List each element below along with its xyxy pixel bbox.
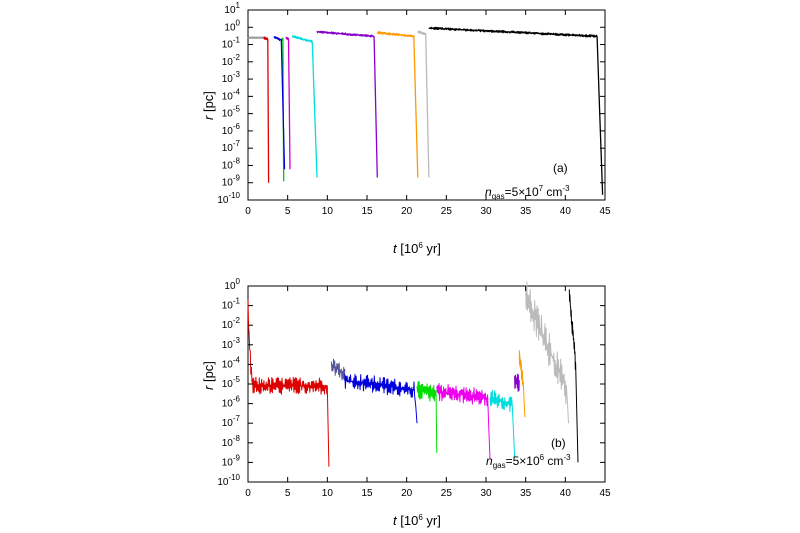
x-tick-label: 35 [520,206,532,217]
series-line [514,373,520,392]
x-tick-label: 15 [361,206,373,217]
y-tick-label: 101 [224,1,240,16]
series-line [291,35,318,178]
series-line [247,299,330,467]
ticks-group-a: 0 5 10 15 20 25 30 35 40 45 101 100 10-1 10-2 10-3 10-4… [217,1,611,217]
gas-density-annotation-a: ngas=5×107 cm-3 [485,184,570,201]
y-tick-label: 10-7 [222,139,241,154]
series-group-a [247,26,604,195]
series-line [525,281,569,424]
x-tick-label: 40 [560,488,572,499]
x-tick-label: 15 [361,488,373,499]
plot-frame-a [247,9,606,201]
gas-density-annotation-b: ngas=5×106 cm-3 [486,453,571,470]
x-tick-label: 35 [520,488,532,499]
series-line [273,36,286,170]
x-tick-label: 25 [441,488,453,499]
y-tick-label: 10-3 [222,336,241,351]
y-tick-label: 10-1 [222,36,241,51]
y-tick-label: 10-10 [217,191,240,206]
y-tick-label: 10-9 [222,174,241,189]
y-axis-title-b: r [pc] [201,361,216,390]
x-tick-label: 20 [401,488,413,499]
x-tick-label: 20 [401,206,413,217]
x-tick-label: 30 [480,206,492,217]
y-tick-label: 10-1 [222,297,241,312]
panel-b: 0 5 10 15 20 25 30 35 40 45 100 10-1 10-2 10-3 10-4 10-… [201,277,611,528]
x-tick-label: 40 [560,206,572,217]
y-tick-label: 10-7 [222,414,241,429]
y-axis-title-a: r [pc] [201,91,216,120]
series-group-b [247,281,579,467]
y-tick-label: 100 [224,18,240,33]
series-line [568,289,579,463]
series-line [344,373,418,424]
x-tick-label: 10 [322,206,334,217]
y-tick-label: 10-8 [222,434,241,449]
series-line [247,36,265,39]
series-line [376,31,419,178]
plot-frame-b [247,285,606,483]
series-line [417,30,430,178]
x-axis-title-b: t [106 yr] [393,513,441,528]
series-line [489,389,516,457]
x-axis-title-a: t [106 yr] [393,241,441,256]
x-tick-label: 0 [245,488,251,499]
panel-a: 0 5 10 15 20 25 30 35 40 45 101 100 10-1 10-2 10-3 10-4… [201,1,611,256]
x-tick-label: 25 [441,206,453,217]
series-line [281,37,285,182]
series-line [316,30,378,178]
x-tick-label: 10 [322,488,334,499]
y-tick-label: 10-2 [222,53,241,68]
series-line [436,383,491,459]
y-tick-label: 10-8 [222,156,241,171]
panel-label-b: (b) [551,436,566,450]
x-tick-label: 0 [245,206,251,217]
x-tick-label: 45 [599,488,611,499]
y-tick-label: 100 [224,277,240,292]
y-tick-label: 10-2 [222,316,241,331]
y-tick-label: 10-3 [222,70,241,85]
x-tick-label: 45 [599,206,611,217]
y-tick-label: 10-4 [222,87,241,102]
series-line [263,36,270,183]
y-tick-label: 10-5 [222,105,241,120]
series-line [428,26,604,195]
x-tick-label: 5 [285,488,291,499]
y-tick-label: 10-4 [222,355,241,370]
y-tick-label: 10-6 [222,395,241,410]
y-tick-label: 10-9 [222,453,241,468]
series-line [416,380,438,454]
x-tick-label: 30 [480,488,492,499]
series-line [330,358,346,381]
y-tick-label: 10-5 [222,375,241,390]
x-tick-label: 5 [285,206,291,217]
series-line [285,36,291,170]
y-tick-label: 10-10 [217,473,240,488]
y-tick-label: 10-6 [222,122,241,137]
series-line [518,350,526,418]
panel-label-a: (a) [553,161,568,175]
ticks-group-b: 0 5 10 15 20 25 30 35 40 45 100 10-1 10-2 10-3 10-4 10-… [217,277,611,499]
